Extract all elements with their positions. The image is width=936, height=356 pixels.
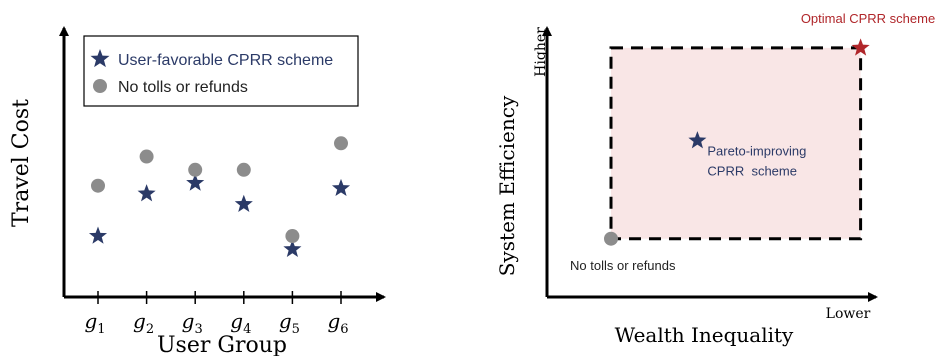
x-tick-label-g1: g1 — [84, 309, 105, 337]
cprr-star-g5 — [283, 239, 302, 257]
legend-label-0: User-favorable CPRR scheme — [118, 52, 333, 69]
cprr-star-g3 — [186, 173, 205, 191]
tick-label-base: g — [182, 309, 195, 333]
x-tick-marks — [97, 291, 342, 304]
tick-label-base: g — [230, 309, 243, 333]
efficiency-inequality-chart: Optimal CPRR scheme Pareto-improving CPRR … — [495, 11, 935, 347]
tick-label-subscript: 4 — [243, 322, 251, 337]
x-tick-label-g3: g3 — [182, 309, 203, 337]
tick-label-subscript: 6 — [340, 322, 348, 337]
legend-star-icon — [90, 49, 110, 68]
x-tick-label-g6: g6 — [327, 309, 348, 337]
no-tolls-point — [604, 231, 618, 246]
tick-label-subscript: 1 — [97, 322, 105, 337]
y-axis-label: Travel Cost — [9, 99, 34, 227]
x-tick-label-g4: g4 — [230, 309, 251, 337]
optimal-label: Optimal CPRR scheme — [801, 11, 935, 26]
no-tolls-point-g3 — [188, 162, 203, 177]
pareto-star-icon — [688, 131, 707, 149]
no-tolls-point-g6 — [334, 136, 348, 151]
x-axis-label: Wealth Inequality — [615, 323, 794, 347]
cprr-star-g2 — [137, 184, 156, 202]
travel-cost-chart: g1 g2 g3 g4 g5 g6 User Group Travel Cost User… — [9, 26, 386, 356]
tick-label-base: g — [327, 309, 340, 333]
pareto-label-line-0: Pareto-improving — [707, 144, 806, 159]
cprr-star-g6 — [331, 178, 351, 197]
y-axis-label: System Efficiency — [495, 95, 519, 276]
tick-label-base: g — [279, 309, 292, 333]
y-end-label: Higher — [533, 27, 549, 77]
pareto-region — [609, 46, 863, 241]
cprr-star-g4 — [234, 194, 253, 212]
no-tolls-label: No tolls or refunds — [570, 258, 676, 273]
no-tolls-point-g2 — [139, 149, 154, 164]
data-points — [88, 136, 351, 257]
x-tick-label-g5: g5 — [279, 309, 300, 337]
cprr-star-g1 — [88, 226, 108, 244]
no-tolls-point-g5 — [285, 229, 300, 244]
x-axis-label: User Group — [157, 333, 287, 356]
legend-label-1: No tolls or refunds — [118, 79, 248, 96]
legend: User-favorable CPRR scheme No tolls or re… — [83, 35, 359, 107]
tick-label-subscript: 2 — [146, 322, 154, 337]
legend-box — [83, 35, 359, 107]
tick-label-subscript: 3 — [194, 322, 202, 337]
no-tolls-point-g1 — [91, 178, 105, 193]
optimal-star-icon — [851, 38, 870, 56]
tick-label-subscript: 5 — [292, 322, 300, 337]
x-tick-labels: g1 g2 g3 g4 g5 g6 — [84, 309, 348, 337]
no-tolls-point-g4 — [236, 162, 251, 177]
pareto-label-line-1: CPRR scheme — [707, 164, 797, 179]
data-points: Optimal CPRR scheme Pareto-improving CPRR … — [570, 11, 935, 273]
legend-circle-icon — [93, 79, 107, 93]
x-end-label: Lower — [826, 306, 871, 322]
tick-label-base: g — [84, 309, 97, 333]
x-tick-label-g2: g2 — [133, 309, 154, 337]
tick-label-base: g — [133, 309, 146, 333]
